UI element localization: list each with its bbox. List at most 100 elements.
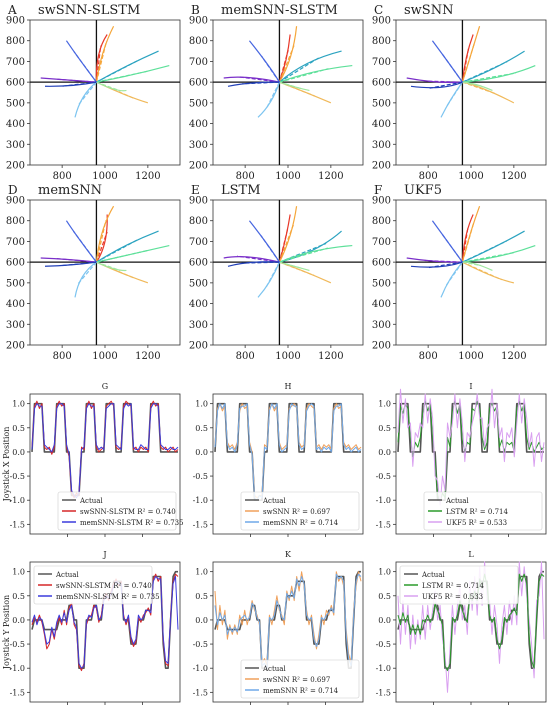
y-tick-label: 200 xyxy=(189,161,208,172)
trajectory-solid xyxy=(461,214,474,263)
y-tick-label: 0.5 xyxy=(12,592,25,601)
y-tick-label: 500 xyxy=(189,278,208,289)
y-tick-label: 800 xyxy=(372,216,391,227)
y-tick-label: 1.0 xyxy=(12,568,25,577)
trajectory-dashed xyxy=(237,76,280,83)
legend-label: Actual xyxy=(55,571,79,579)
x-tick-label: 800 xyxy=(53,171,72,182)
y-tick-label: 400 xyxy=(189,299,208,310)
plot-frame xyxy=(212,19,364,166)
y-tick-label: 0.5 xyxy=(195,424,208,433)
trajectory-dashed xyxy=(96,81,121,92)
panel-title: LSTM xyxy=(221,183,261,198)
y-tick-label: 700 xyxy=(372,237,391,248)
trajectory-dashed xyxy=(73,230,97,263)
y-tick-label: -0.5 xyxy=(376,472,391,481)
timeseries-panel-i: I 1.0 0.5 0.0 -0.5 -1.0 -1.5 Actual LSTM R² = 0.… xyxy=(376,382,547,537)
trajectory-solid xyxy=(410,81,463,89)
trajectory-dashed xyxy=(96,249,148,263)
trajectory-panel-f: F UKF5 200 300 400 500 600 700 800 900 800 1000 1200 xyxy=(372,183,547,362)
panel-letter: G xyxy=(102,382,108,391)
y-tick-label: 900 xyxy=(6,196,25,207)
y-tick-label: 0.0 xyxy=(195,448,208,457)
legend-box xyxy=(240,491,360,531)
plot-frame xyxy=(212,199,364,346)
x-tick-label: 800 xyxy=(236,351,255,362)
y-tick-label: 0.0 xyxy=(195,616,208,625)
panel-title: UKF5 xyxy=(404,183,442,198)
legend-label: memSNN R² = 0.714 xyxy=(263,687,339,695)
y-tick-label: 0.0 xyxy=(12,616,25,625)
legend-label: memSNN-SLSTM R² = 0.735 xyxy=(56,593,160,601)
trajectory-dashed xyxy=(96,238,139,263)
legend-label: LSTM R² = 0.714 xyxy=(446,508,508,516)
y-tick-label: 300 xyxy=(372,320,391,331)
legend-label: swSNN R² = 0.697 xyxy=(263,676,330,684)
legend-label: swSNN R² = 0.697 xyxy=(263,508,330,516)
y-axis-label: Joystick Y Position xyxy=(2,595,11,670)
y-tick-label: 700 xyxy=(6,57,25,68)
trajectory-dashed xyxy=(95,40,108,83)
y-tick-label: -0.5 xyxy=(193,472,208,481)
x-tick-label: 800 xyxy=(419,171,438,182)
y-tick-label: -1.0 xyxy=(10,664,25,673)
trajectory-solid xyxy=(95,205,115,263)
panel-letter: E xyxy=(191,183,200,197)
legend-box xyxy=(57,491,177,531)
trajectory-dashed xyxy=(461,222,475,263)
legend-box xyxy=(240,659,360,699)
legend-label: swSNN-SLSTM R² = 0.740 xyxy=(56,582,152,590)
y-tick-label: -1.0 xyxy=(376,664,391,673)
y-tick-label: 1.0 xyxy=(378,568,391,577)
panel-letter: C xyxy=(374,3,383,17)
trajectory-solid xyxy=(278,206,298,263)
y-axis-label: Joystick X Position xyxy=(2,427,11,503)
trajectory-dashed xyxy=(461,42,476,83)
panel-letter: F xyxy=(374,183,382,197)
y-tick-label: 200 xyxy=(372,341,391,352)
timeseries-panel-g: G 1.0 0.5 0.0 -0.5 -1.0 -1.5 Actual swSNN-SLSTM … xyxy=(10,382,184,537)
y-tick-label: 400 xyxy=(372,119,391,130)
y-tick-label: 800 xyxy=(372,36,391,47)
y-tick-label: 800 xyxy=(189,216,208,227)
y-tick-label: -0.5 xyxy=(10,472,25,481)
panel-title: memSNN-SLSTM xyxy=(221,3,338,18)
prediction-line xyxy=(214,571,362,667)
x-tick-label: 800 xyxy=(236,171,255,182)
prediction-line xyxy=(214,403,362,501)
trajectory-solid xyxy=(278,26,298,83)
y-tick-label: 300 xyxy=(189,320,208,331)
y-tick-label: 300 xyxy=(189,140,208,151)
y-tick-label: -1.0 xyxy=(193,664,208,673)
trajectory-solid xyxy=(279,230,342,263)
y-tick-label: 300 xyxy=(6,140,25,151)
y-tick-label: 500 xyxy=(372,278,391,289)
trajectory-solid xyxy=(461,206,481,263)
y-tick-label: -1.0 xyxy=(10,496,25,505)
x-tick-label: 1000 xyxy=(92,351,117,362)
trajectory-dashed xyxy=(446,81,463,107)
y-tick-label: -0.5 xyxy=(376,640,391,649)
y-tick-label: 200 xyxy=(372,161,391,172)
y-tick-label: 0.5 xyxy=(195,592,208,601)
prediction-line xyxy=(31,403,179,499)
x-tick-label: 1200 xyxy=(135,171,160,182)
trajectory-dashed xyxy=(462,261,502,281)
timeseries-panel-h: H 1.0 0.5 0.0 -0.5 -1.0 -1.5 Actual swSNN R² = 0… xyxy=(193,382,364,537)
y-tick-label: 700 xyxy=(6,237,25,248)
y-tick-label: 500 xyxy=(189,98,208,109)
prediction-line xyxy=(397,388,545,506)
timeseries-panel-k: K 1.0 0.5 0.0 -0.5 -1.0 -1.5 Actual swSNN R² = 0… xyxy=(193,550,364,705)
y-tick-label: 1.0 xyxy=(195,400,208,409)
y-tick-label: 400 xyxy=(6,299,25,310)
y-tick-label: 700 xyxy=(189,237,208,248)
legend-label: memSNN R² = 0.714 xyxy=(263,519,339,527)
y-tick-label: 900 xyxy=(189,196,208,207)
y-tick-label: 200 xyxy=(6,161,25,172)
trajectory-dashed xyxy=(278,45,295,83)
trajectory-solid xyxy=(40,257,97,263)
trajectory-dashed xyxy=(462,251,516,263)
